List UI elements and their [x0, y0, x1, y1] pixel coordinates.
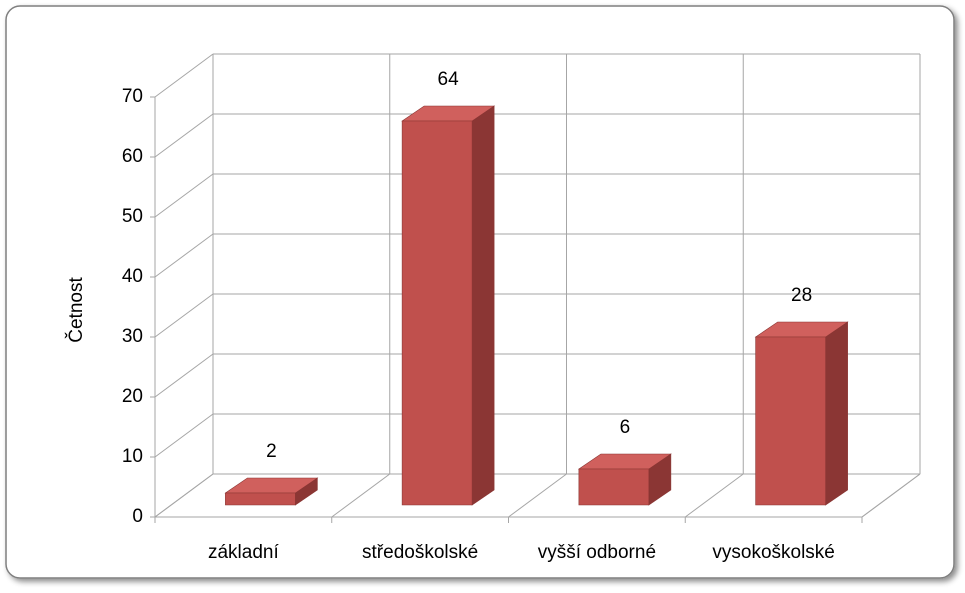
grid-line: [154, 113, 214, 158]
value-label: 6: [620, 417, 631, 438]
x-tick-label: základní: [208, 542, 279, 563]
floor-line: [331, 473, 391, 518]
bar: [577, 453, 672, 506]
y-axis-label: Četnost: [65, 277, 87, 343]
floor-line: [861, 473, 921, 518]
y-tick-label: 10: [122, 446, 143, 467]
grid-line: [154, 233, 214, 278]
value-label: 28: [791, 285, 812, 306]
bar-front: [225, 492, 296, 506]
bar: [224, 477, 319, 506]
x-tick-label: středoškolské: [362, 542, 478, 563]
grid-line: [154, 173, 214, 218]
y-tick-label: 50: [122, 206, 143, 227]
grid-line: [154, 413, 214, 458]
bar: [401, 105, 496, 506]
floor-line: [508, 473, 567, 518]
floor-line: [684, 473, 744, 518]
value-label: 64: [438, 69, 460, 90]
bar-side: [471, 105, 495, 506]
x-tick-label: vyšší odborné: [538, 542, 656, 563]
bar-front: [755, 336, 826, 506]
y-tick-label: 0: [132, 506, 143, 527]
y-tick-label: 40: [122, 266, 143, 287]
y-tick-label: 30: [122, 326, 143, 347]
bar: [754, 321, 849, 506]
y-tick-label: 70: [122, 86, 143, 107]
grid-line: [154, 473, 214, 518]
grid-line: [154, 53, 214, 98]
y-tick-label: 20: [122, 386, 143, 407]
y-tick-label: 60: [122, 146, 143, 167]
bar-front: [578, 468, 650, 506]
x-tick-label: vysokoškolské: [712, 542, 835, 563]
grid-line: [154, 293, 214, 338]
bar-side: [825, 321, 848, 506]
bar-front: [401, 120, 473, 506]
grid-line: [154, 353, 214, 398]
value-label: 2: [266, 441, 277, 462]
